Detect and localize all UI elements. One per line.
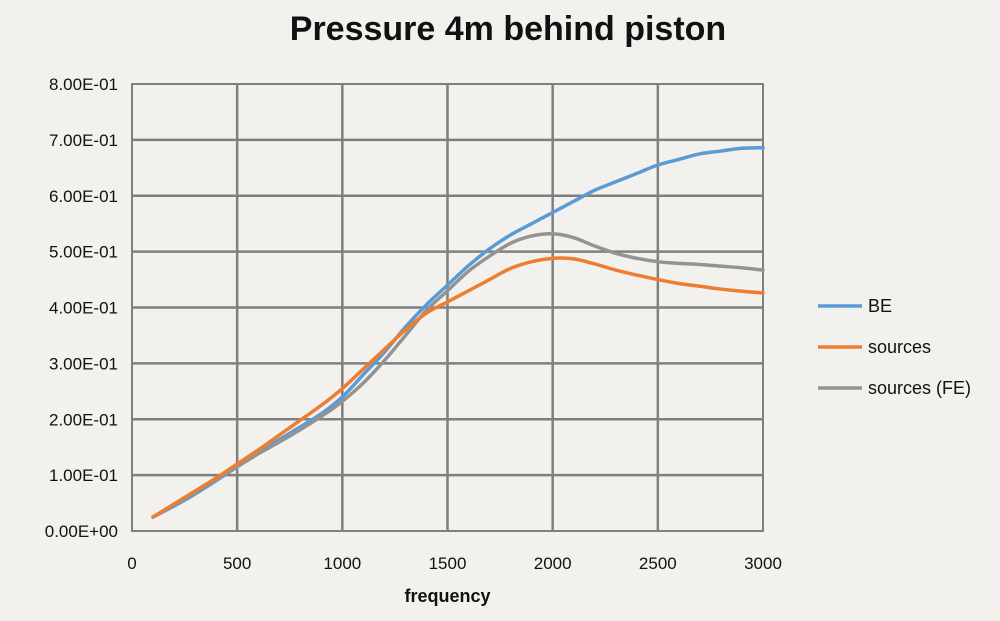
x-tick-label: 500 xyxy=(223,554,251,573)
legend-label: BE xyxy=(868,296,892,316)
x-axis-label: frequency xyxy=(404,586,490,606)
series-line-be xyxy=(151,145,765,519)
series-line-sources-fe xyxy=(151,231,765,519)
y-tick-label: 4.00E-01 xyxy=(49,299,118,318)
y-tick-label: 6.00E-01 xyxy=(49,187,118,206)
x-axis-ticks: 0 500 1000 1500 2000 2500 3000 xyxy=(127,554,782,573)
y-tick-label: 8.00E-01 xyxy=(49,75,118,94)
legend-item-sources: sources xyxy=(818,337,931,357)
grid xyxy=(131,83,764,532)
series-lines xyxy=(151,145,765,519)
y-tick-label: 7.00E-01 xyxy=(49,131,118,150)
legend: BE sources sources (FE) xyxy=(818,296,971,398)
series-line-sources xyxy=(151,256,765,519)
y-tick-label: 1.00E-01 xyxy=(49,466,118,485)
legend-label: sources xyxy=(868,337,931,357)
x-tick-label: 1000 xyxy=(323,554,361,573)
x-tick-label: 2000 xyxy=(534,554,572,573)
y-axis-ticks: 0.00E+00 1.00E-01 2.00E-01 3.00E-01 4.00E-01… xyxy=(45,75,118,541)
y-tick-label: 5.00E-01 xyxy=(49,243,118,262)
x-tick-label: 1500 xyxy=(429,554,467,573)
legend-label: sources (FE) xyxy=(868,378,971,398)
y-tick-label: 3.00E-01 xyxy=(49,354,118,373)
legend-item-be: BE xyxy=(818,296,892,316)
y-tick-label: 0.00E+00 xyxy=(45,522,118,541)
legend-item-sources-fe: sources (FE) xyxy=(818,378,971,398)
x-tick-label: 0 xyxy=(127,554,136,573)
x-tick-label: 2500 xyxy=(639,554,677,573)
chart-title: Pressure 4m behind piston xyxy=(289,10,727,48)
x-tick-label: 3000 xyxy=(744,554,782,573)
y-tick-label: 2.00E-01 xyxy=(49,410,118,429)
